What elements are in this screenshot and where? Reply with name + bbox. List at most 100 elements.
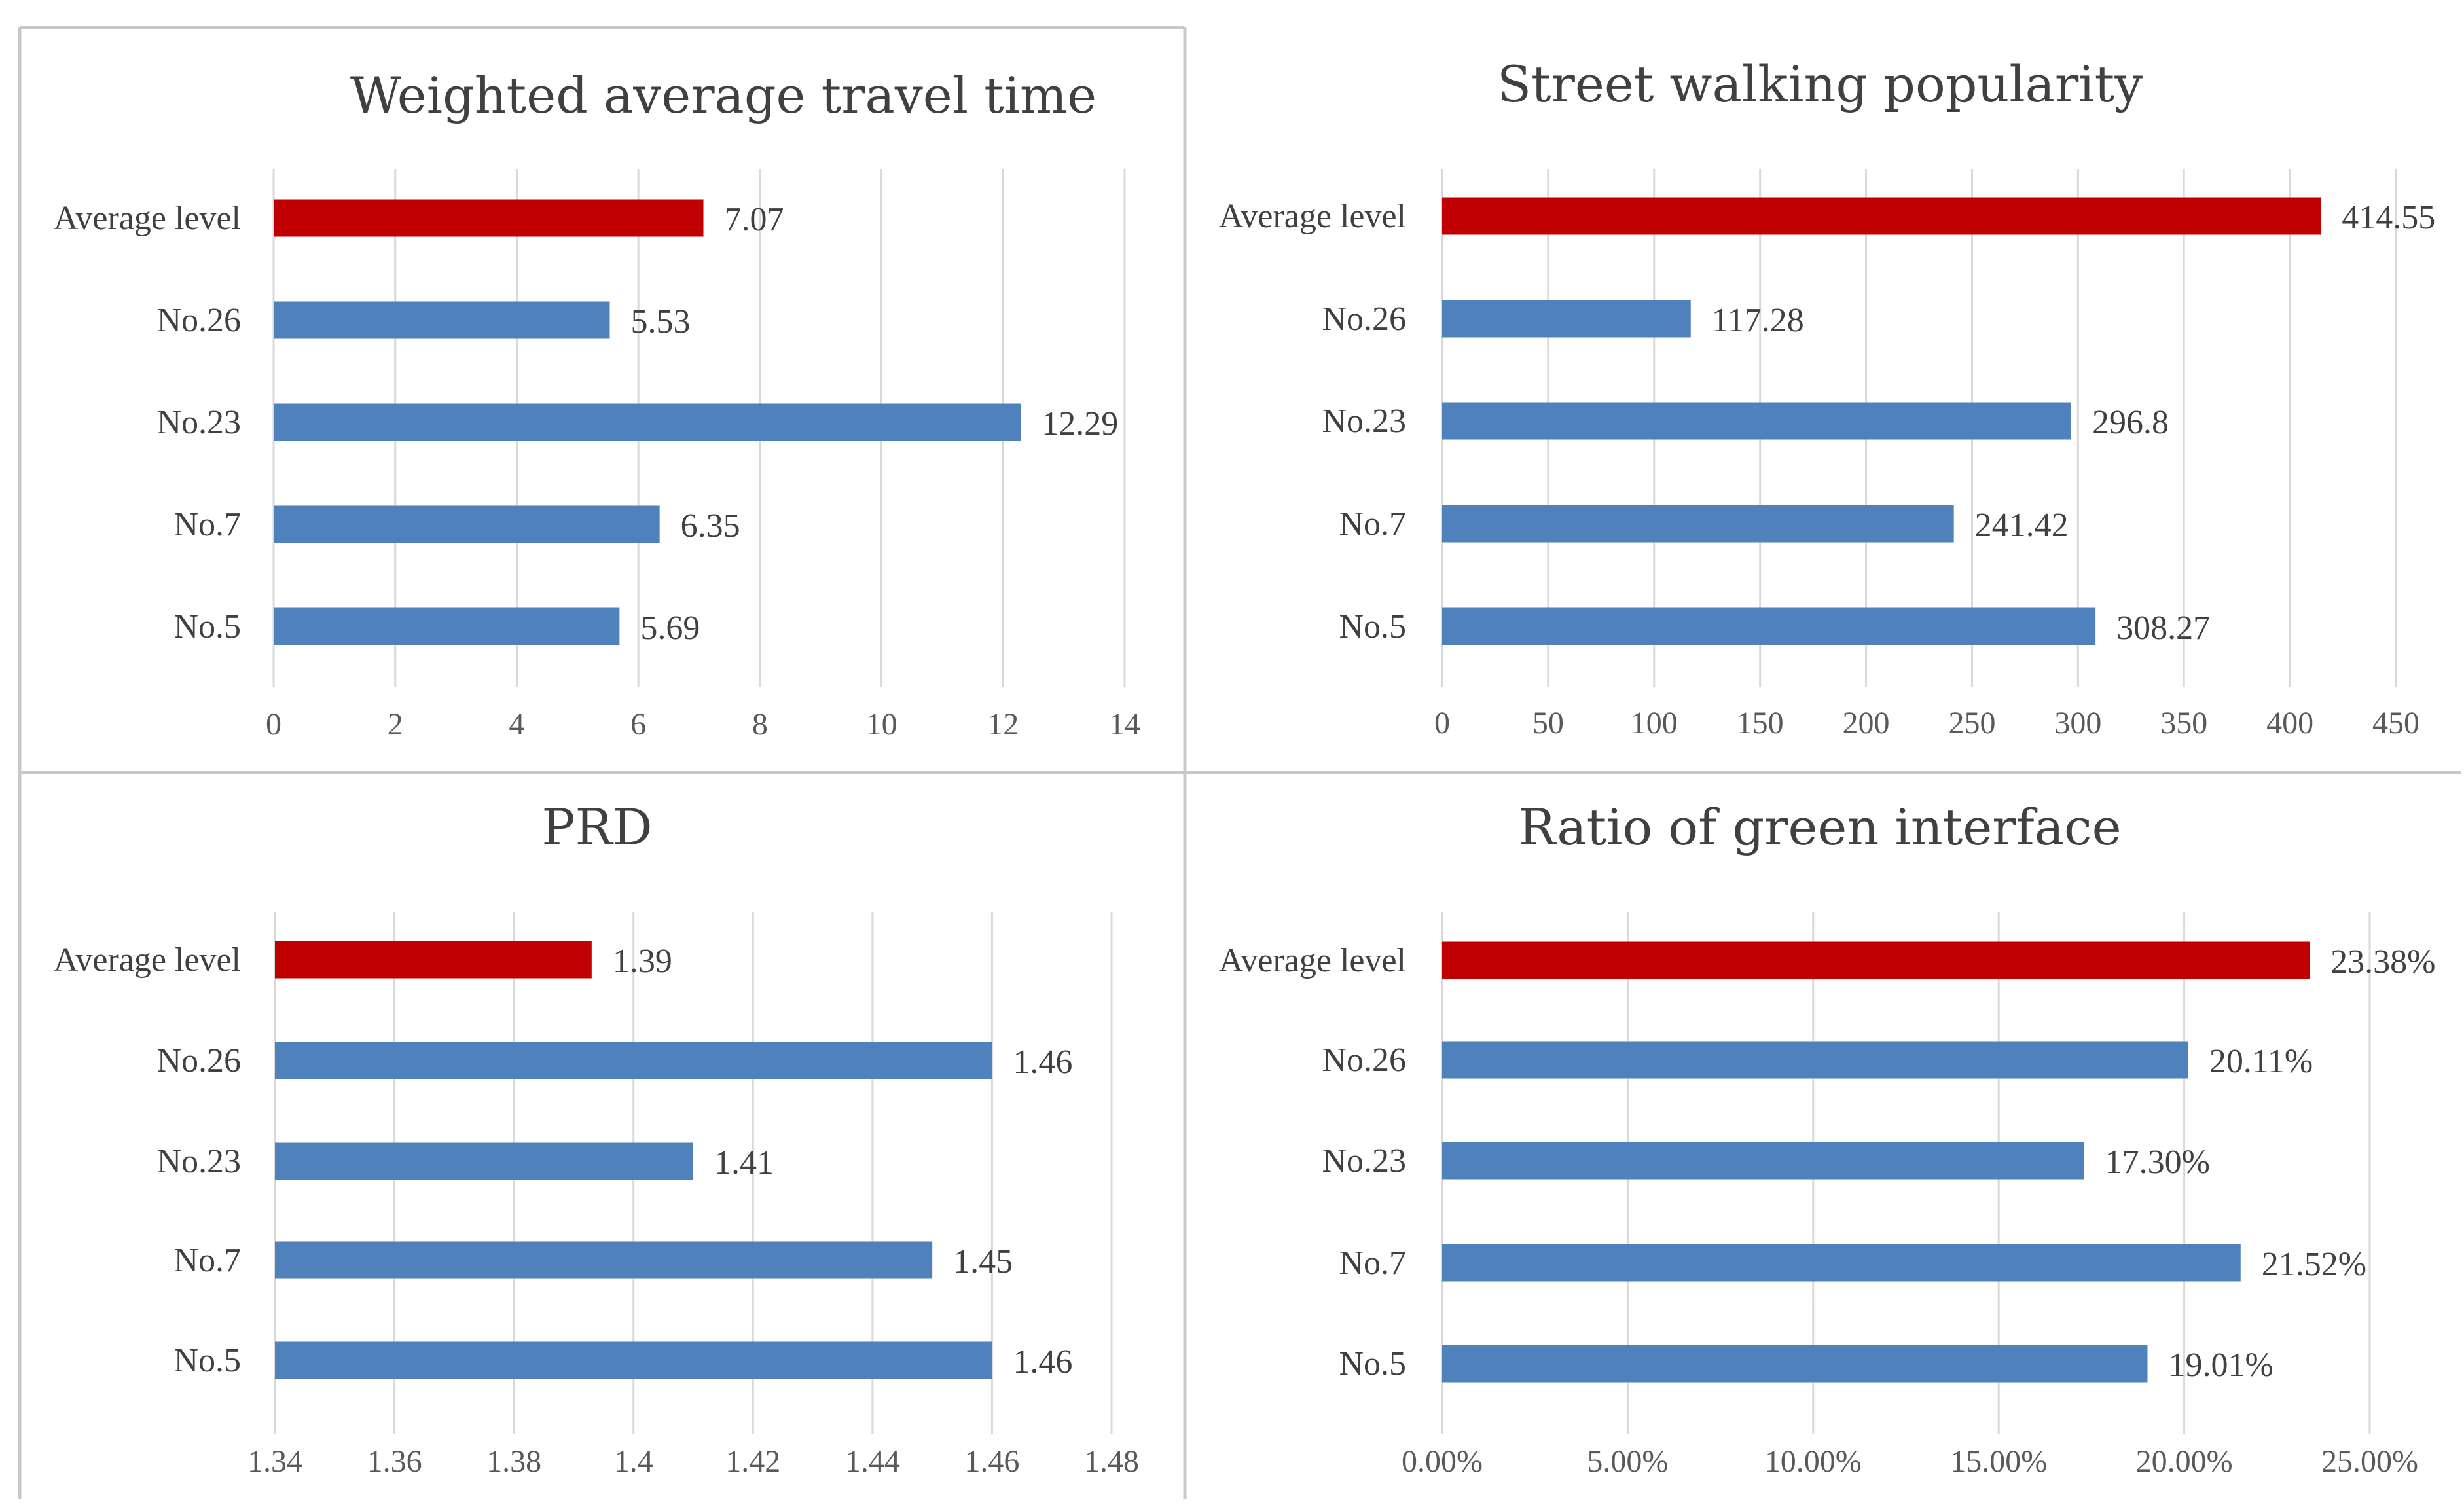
data-label: 1.41 bbox=[714, 1144, 774, 1182]
x-tick-label: 400 bbox=[2266, 706, 2313, 740]
x-tick-label: 1.48 bbox=[1084, 1444, 1139, 1479]
category-label: Average level bbox=[1219, 198, 1406, 235]
panel-frame bbox=[18, 26, 2461, 1499]
chart-panel: Weighted average travel time 0 2 4 6 8 10 12 14 A… bbox=[54, 66, 1140, 742]
chart-title: Ratio of green interface bbox=[1518, 798, 2121, 856]
category-label: No.26 bbox=[1322, 1042, 1406, 1079]
bar bbox=[1442, 607, 2096, 645]
x-tick-label: 0 bbox=[266, 707, 281, 742]
category-label: Average level bbox=[54, 941, 241, 979]
x-tick-label: 5.00% bbox=[1587, 1444, 1668, 1479]
category-label: No.23 bbox=[1322, 403, 1406, 440]
data-label: 7.07 bbox=[725, 201, 784, 238]
bar bbox=[275, 1142, 693, 1180]
bar bbox=[275, 1042, 992, 1079]
x-tick-label: 1.44 bbox=[845, 1444, 900, 1479]
data-label: 1.46 bbox=[1013, 1343, 1072, 1381]
data-label: 308.27 bbox=[2116, 609, 2210, 647]
x-tick-label: 1.46 bbox=[964, 1444, 1019, 1479]
data-label: 17.30% bbox=[2105, 1144, 2210, 1181]
x-tick-label: 1.4 bbox=[614, 1444, 653, 1479]
bar bbox=[1442, 1345, 2148, 1383]
data-label: 117.28 bbox=[1712, 302, 1804, 339]
bar bbox=[274, 607, 620, 645]
x-tick-label: 0.00% bbox=[1402, 1444, 1483, 1479]
category-label: No.26 bbox=[1322, 300, 1406, 338]
x-tick-label: 1.36 bbox=[367, 1444, 422, 1479]
bar-average bbox=[1442, 197, 2321, 235]
bar-average bbox=[274, 199, 704, 237]
x-tick-label: 1.34 bbox=[247, 1444, 302, 1479]
chart-panel: Street walking popularity 0 50 100 150 200 250… bbox=[1219, 55, 2436, 740]
bar-average bbox=[275, 941, 592, 979]
x-tick-label: 10 bbox=[866, 707, 897, 742]
x-tick-label: 4 bbox=[509, 707, 524, 742]
data-label: 23.38% bbox=[2330, 943, 2435, 981]
x-tick-label: 6 bbox=[630, 707, 646, 742]
x-tick-label: 20.00% bbox=[2136, 1444, 2233, 1479]
x-tick-label: 12 bbox=[987, 707, 1019, 742]
x-tick-label: 50 bbox=[1532, 706, 1564, 740]
x-tick-label: 150 bbox=[1737, 706, 1784, 740]
category-label: No.5 bbox=[1339, 608, 1406, 645]
category-label: No.7 bbox=[173, 1242, 241, 1279]
data-label: 12.29 bbox=[1042, 405, 1118, 443]
chart-title: PRD bbox=[541, 798, 652, 856]
category-label: No.7 bbox=[1339, 1244, 1406, 1282]
data-label: 296.8 bbox=[2092, 404, 2169, 441]
bar bbox=[1442, 1244, 2241, 1282]
bar bbox=[1442, 300, 1691, 338]
bar bbox=[1442, 1142, 2084, 1180]
bar bbox=[1442, 402, 2071, 440]
bar bbox=[275, 1341, 992, 1379]
category-label: No.7 bbox=[173, 506, 241, 543]
x-tick-label: 2 bbox=[388, 707, 403, 742]
category-label: No.23 bbox=[156, 1143, 241, 1180]
x-tick-label: 25.00% bbox=[2321, 1444, 2418, 1479]
chart-panels: Weighted average travel time 0 2 4 6 8 10 12 14 A… bbox=[54, 55, 2436, 1479]
x-tick-label: 450 bbox=[2372, 706, 2419, 740]
category-label: No.5 bbox=[1339, 1345, 1406, 1383]
bar bbox=[1442, 505, 1954, 543]
chart-title: Weighted average travel time bbox=[350, 66, 1096, 124]
chart-panel: Ratio of green interface 0.00% 5.00% 10.00%… bbox=[1219, 798, 2436, 1479]
data-label: 6.35 bbox=[681, 507, 740, 545]
bar bbox=[275, 1241, 933, 1279]
category-label: No.5 bbox=[173, 1342, 241, 1379]
category-label: No.26 bbox=[156, 302, 241, 339]
bar bbox=[274, 301, 610, 339]
data-label: 20.11% bbox=[2209, 1043, 2313, 1080]
x-tick-label: 10.00% bbox=[1765, 1444, 1862, 1479]
data-label: 1.45 bbox=[953, 1243, 1013, 1280]
category-label: Average level bbox=[1219, 942, 1406, 979]
category-label: No.26 bbox=[156, 1042, 241, 1079]
bar bbox=[274, 505, 660, 543]
x-tick-label: 200 bbox=[1843, 706, 1890, 740]
x-tick-label: 1.42 bbox=[725, 1444, 780, 1479]
x-tick-label: 100 bbox=[1631, 706, 1678, 740]
category-label: No.5 bbox=[173, 608, 241, 645]
chart-panel: PRD 1.34 1.36 1.38 1.4 1.42 1.44 1.46 1.48 Averag… bbox=[54, 798, 1139, 1479]
chart-title: Street walking popularity bbox=[1497, 55, 2143, 113]
x-tick-label: 1.38 bbox=[486, 1444, 541, 1479]
x-tick-label: 0 bbox=[1434, 706, 1450, 740]
x-tick-label: 300 bbox=[2054, 706, 2101, 740]
data-label: 1.46 bbox=[1013, 1043, 1072, 1081]
data-label: 414.55 bbox=[2342, 199, 2435, 236]
data-label: 1.39 bbox=[613, 943, 672, 980]
bar bbox=[274, 403, 1021, 441]
x-tick-label: 14 bbox=[1109, 707, 1140, 742]
data-label: 241.42 bbox=[1975, 507, 2069, 544]
data-label: 5.53 bbox=[631, 303, 691, 340]
bar-average bbox=[1442, 941, 2310, 979]
data-label: 5.69 bbox=[640, 609, 700, 647]
category-label: Average level bbox=[54, 200, 241, 237]
x-tick-label: 8 bbox=[752, 707, 768, 742]
data-label: 21.52% bbox=[2262, 1246, 2366, 1283]
x-tick-label: 250 bbox=[1948, 706, 1995, 740]
x-tick-label: 350 bbox=[2160, 706, 2207, 740]
data-label: 19.01% bbox=[2168, 1347, 2273, 1384]
bar bbox=[1442, 1041, 2188, 1079]
category-label: No.7 bbox=[1339, 505, 1406, 543]
